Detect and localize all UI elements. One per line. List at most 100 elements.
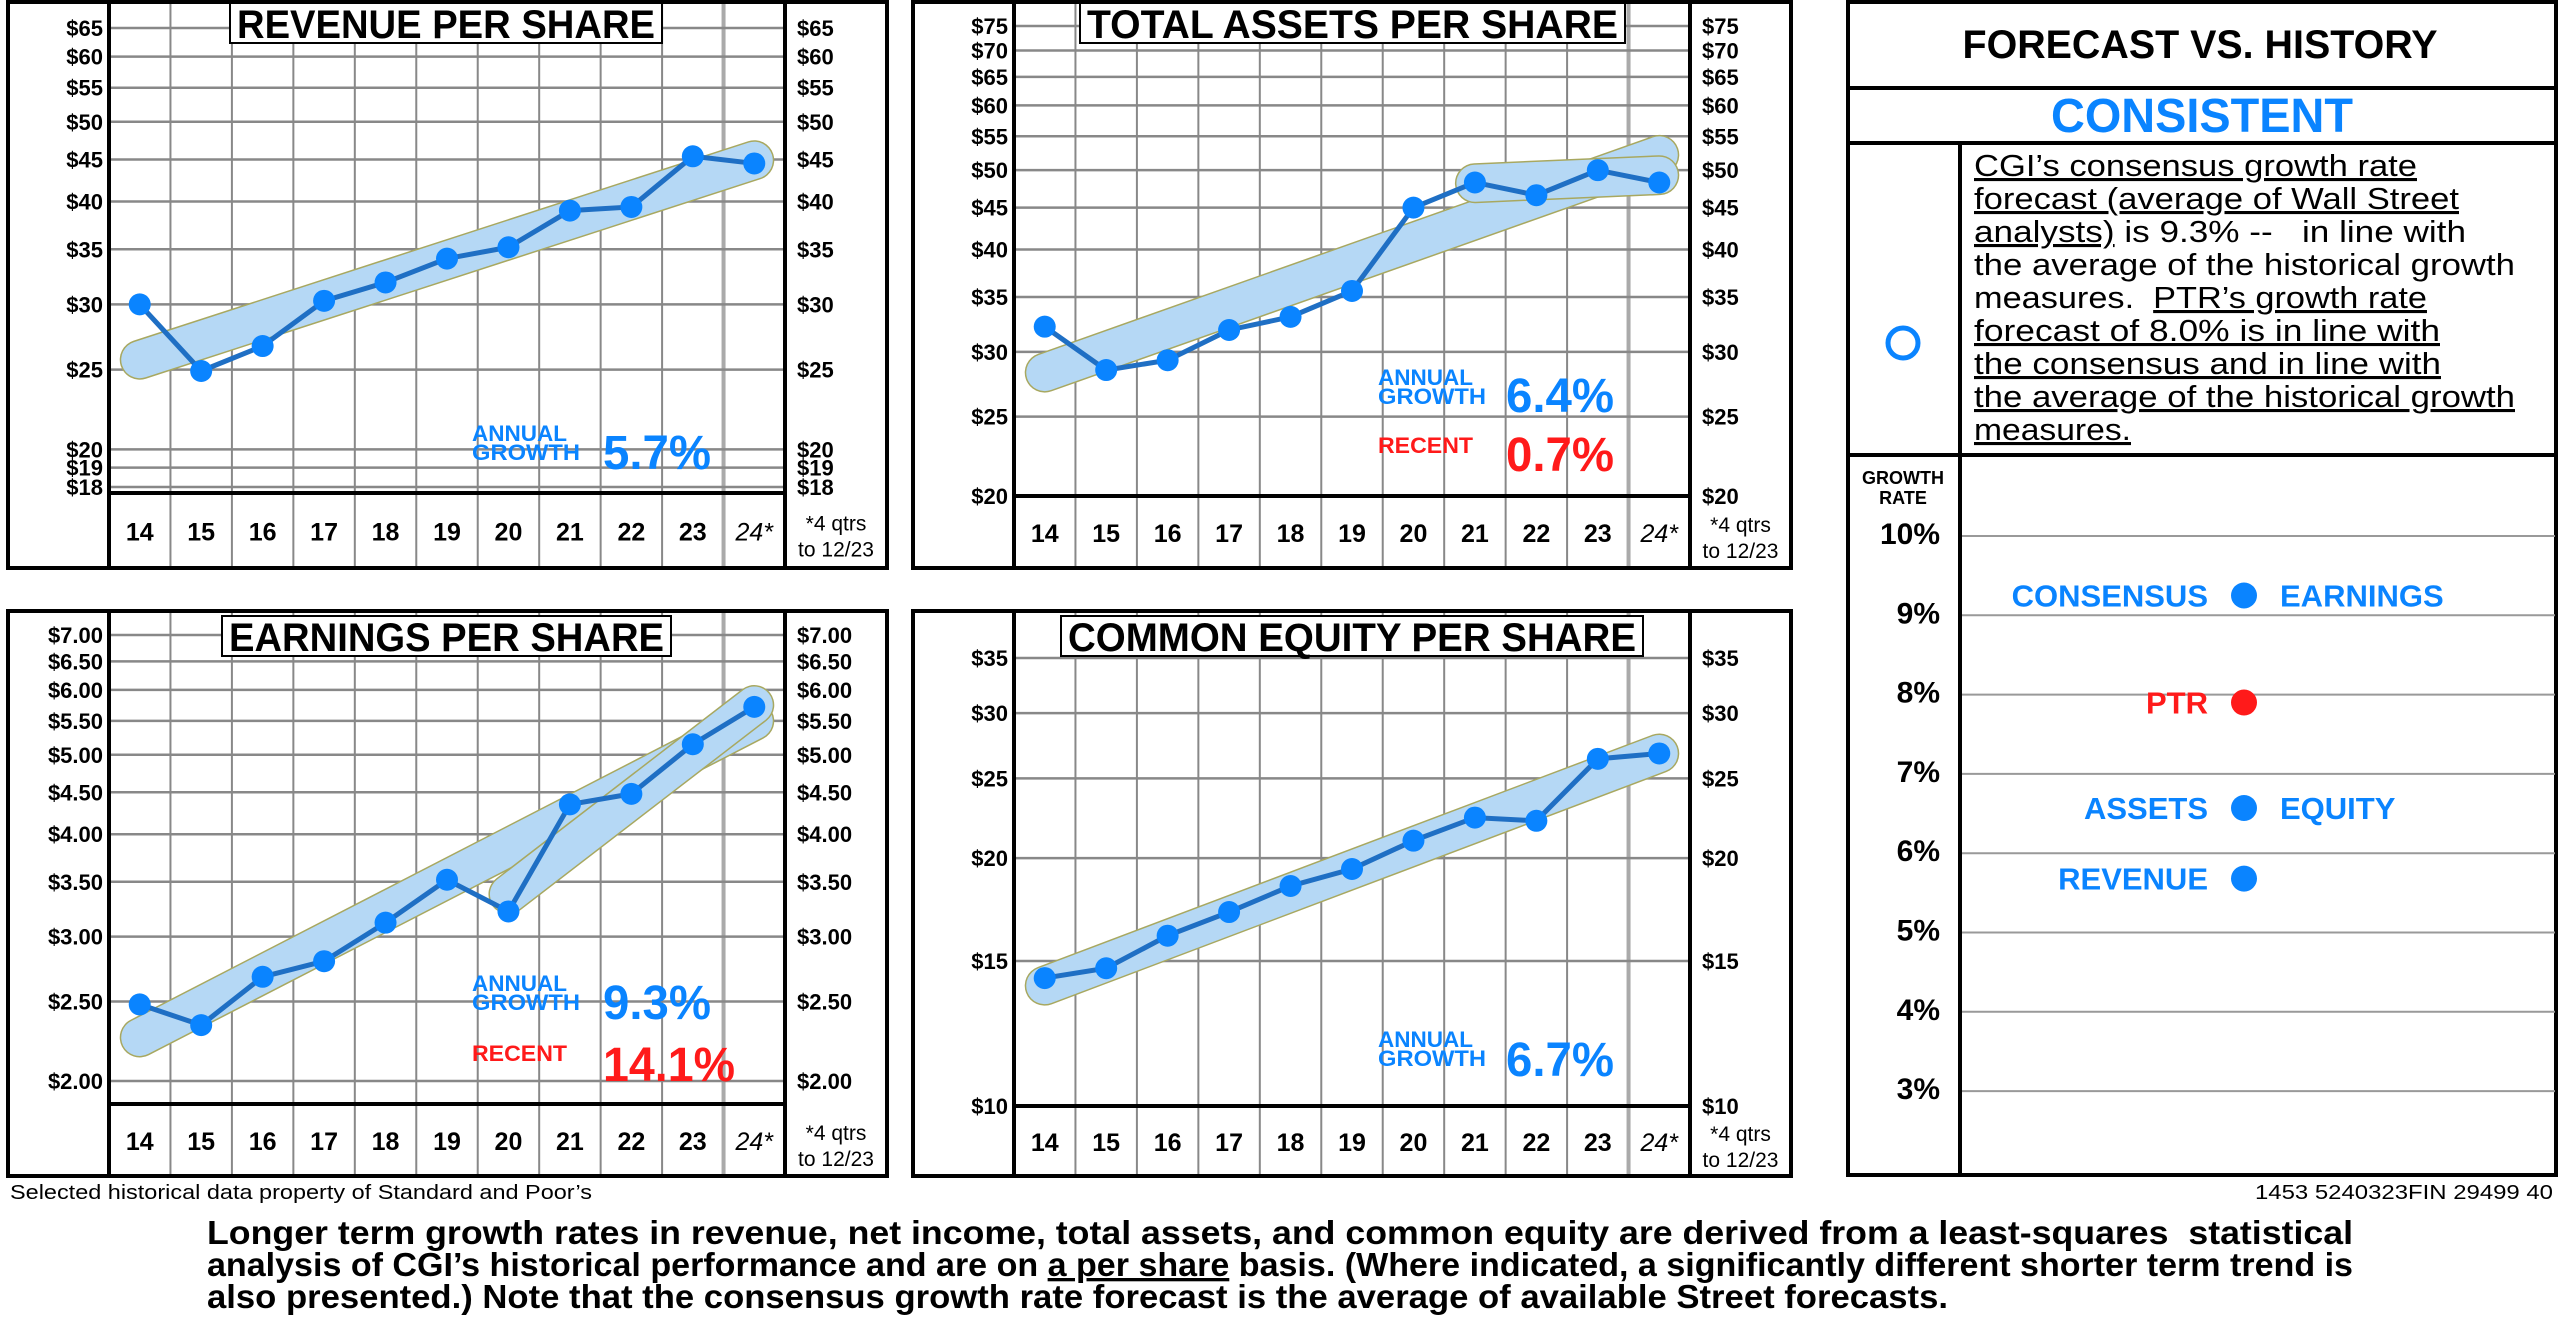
paragraph-segment: analysis of CGI’s historical performance… (207, 1246, 1048, 1283)
data-point-24* (1648, 742, 1671, 765)
data-point-15 (1095, 359, 1118, 382)
data-point-20 (1402, 196, 1425, 219)
x-tick-label: 14 (1031, 520, 1059, 548)
y-tick-label-right: $30 (1702, 340, 1739, 365)
explanation-segment: CGI’s consensus growth rate (1974, 148, 2417, 183)
panel-border (6, 609, 889, 1178)
y-tick-label-left: $45 (66, 147, 103, 172)
growth-point-label: REVENUE (2058, 862, 2208, 897)
x-tick-label: 23 (1584, 520, 1612, 548)
y-tick-label-left: $5.50 (48, 709, 103, 734)
chart-total-assets-per-share: $75 $75$70 $70$65 $65$60 $60$55 $55$50 $50$45 $… (911, 0, 1793, 570)
y-tick-label-right: $20 (797, 437, 834, 462)
x-tick-label: 23 (679, 519, 707, 547)
panel-border (1846, 0, 2558, 1177)
y-tick-label-left: $60 (971, 93, 1008, 118)
panel-border (911, 609, 1793, 1178)
y-tick-label-right: $75 (1702, 14, 1739, 39)
y-tick-label-right: $40 (1702, 238, 1739, 263)
x-tick-label: 20 (1400, 1129, 1428, 1157)
x-tick-label: 17 (1215, 520, 1243, 548)
x-tick-label: 14 (126, 1128, 154, 1156)
y-tick-label-right: $10 (1702, 1094, 1739, 1119)
explanation-segment: is 9.3% -- in line with (2115, 214, 2466, 249)
data-point-20 (497, 900, 520, 923)
data-point-14 (128, 993, 151, 1016)
y-tick-label-right: $20 (1702, 846, 1739, 871)
y-tick-label-right: $45 (797, 147, 834, 172)
footnote-label: to 12/23 (798, 539, 874, 562)
y-tick-label: 10% (1880, 518, 1940, 551)
y-tick-label-left: $20 (66, 437, 103, 462)
x-tick-label: 17 (1215, 1129, 1243, 1157)
chart-title: COMMON EQUITY PER SHARE (1068, 616, 1636, 660)
y-tick-label-right: $3.50 (797, 870, 852, 895)
data-point-23 (681, 733, 704, 756)
x-tick-label: 20 (495, 519, 523, 547)
open-circle-icon (1885, 325, 1921, 361)
paragraph-segment: also presented.) Note that the consensus… (207, 1278, 1948, 1315)
x-tick-label: 21 (556, 1128, 584, 1156)
explanation-line: measures. PTR’s growth rate (1974, 280, 2427, 315)
x-tick-label: 18 (1277, 1129, 1305, 1157)
y-tick-label: 6% (1897, 835, 1940, 868)
y-tick-label-right: $20 (1702, 484, 1739, 509)
y-tick-label-left: $40 (66, 190, 103, 215)
y-tick-label-left: $4.50 (48, 780, 103, 805)
y-tick-label-left: $2.00 (48, 1069, 103, 1094)
data-point-21 (558, 199, 581, 222)
data-point-15 (190, 360, 213, 383)
y-tick-label-left: $60 (66, 45, 103, 70)
growth-point (2231, 794, 2257, 821)
x-tick-label: 23 (1584, 1129, 1612, 1157)
y-tick-label-left: $25 (971, 405, 1008, 430)
x-tick-label: 19 (1338, 520, 1366, 548)
footer: Selected historical data property of Sta… (10, 1182, 2553, 1315)
verdict-label: CONSISTENT (2051, 90, 2353, 143)
forecast-panel-title: FORECAST VS. HISTORY (1963, 23, 2438, 67)
explanation-segment: the average of the historical growth (1974, 379, 2515, 414)
annual-growth-value: 9.3% (603, 977, 711, 1030)
chart-title: EARNINGS PER SHARE (229, 616, 664, 660)
footnote-label: *4 qtrs (806, 1122, 867, 1145)
x-tick-label: 20 (495, 1128, 523, 1156)
y-tick-label-right: $25 (797, 358, 834, 383)
chart-common-equity-per-share: $35 $35 $30 $30 $25 $25 $20 $20 $15 $15 $10 $10 14 15… (911, 609, 1793, 1178)
x-tick-label: 24* (1639, 520, 1679, 548)
forecast-vs-history-panel: FORECAST VS. HISTORY CONSISTENT CGI’s co… (1846, 0, 2558, 1177)
y-tick-label-right: $4.50 (797, 780, 852, 805)
x-tick-label: 22 (1522, 520, 1550, 548)
data-point-14 (1033, 315, 1056, 338)
y-tick-label-left: $65 (66, 16, 103, 41)
explanation-segment: the average of the historical growth (1974, 247, 2515, 282)
source-note: Selected historical data property of Sta… (10, 1182, 592, 1204)
y-tick-label-right: $55 (797, 76, 834, 101)
data-point-16 (1156, 349, 1179, 372)
y-tick-label-right: $6.00 (797, 678, 852, 703)
data-point-19 (436, 868, 458, 891)
growth-label: GROWTH (1378, 384, 1486, 409)
data-point-14 (128, 293, 151, 316)
y-tick-label-right: $45 (1702, 196, 1739, 221)
data-point-17 (313, 289, 336, 312)
x-tick-label: 21 (1461, 1129, 1489, 1157)
y-tick-label-left: $10 (971, 1094, 1008, 1119)
data-point-22 (1525, 809, 1548, 832)
y-tick-label-right: $40 (797, 190, 834, 215)
y-tick-label-right: $55 (1702, 124, 1739, 149)
data-point-19 (1341, 279, 1363, 302)
explanation-segment: forecast of 8.0% is in line with (1974, 313, 2440, 348)
chart-revenue-per-share: $65 $65 $60 $60 $55 $55 $50 $50 $45 $45 $40 $40 $35 $… (6, 0, 889, 570)
y-tick-label-left: $35 (66, 237, 103, 262)
y-axis-label: GROWTH (1862, 468, 1944, 488)
y-tick-label-right: $60 (1702, 93, 1739, 118)
explanation-segment: measures. (1974, 412, 2131, 447)
y-tick-label-left: $3.50 (48, 870, 103, 895)
y-tick-label-left: $18 (66, 475, 103, 500)
growth-point (2231, 865, 2257, 892)
data-point-18 (1279, 305, 1302, 328)
data-point-19 (1341, 858, 1363, 881)
explanation-line: measures. (1974, 412, 2131, 447)
